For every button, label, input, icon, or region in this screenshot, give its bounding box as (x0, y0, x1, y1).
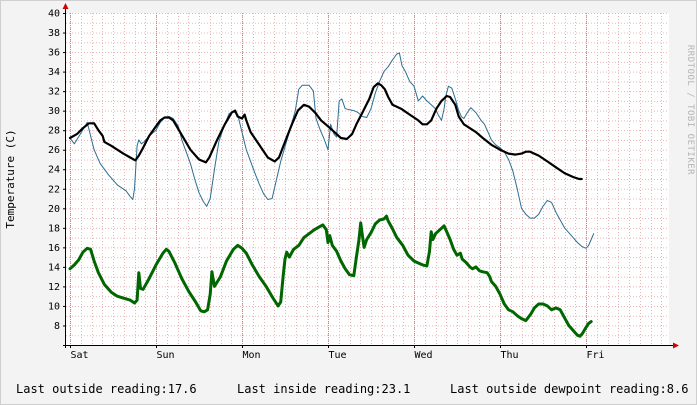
y-axis-arrow (62, 3, 69, 9)
y-tick-label: 18 (48, 223, 60, 234)
y-axis-label: Temperature (C) (4, 129, 17, 228)
y-tick-label: 26 (48, 145, 60, 156)
y-tick-label: 22 (48, 184, 60, 195)
footer-outside-reading: Last outside reading:17.6 (16, 382, 197, 396)
y-tick-label: 16 (48, 243, 60, 254)
y-tick-label: 28 (48, 126, 60, 137)
series-line-outside (69, 52, 595, 249)
y-tick-label: 12 (48, 282, 60, 293)
footer-dewpoint-reading: Last outside dewpoint reading:8.6 (450, 382, 689, 396)
y-tick-label: 14 (48, 262, 60, 273)
footer-inside-reading: Last inside reading:23.1 (237, 382, 411, 396)
y-tick-label: 32 (48, 87, 60, 98)
y-tick-labels: 8 10 12 14 16 18 20 22 24 26 28 30 32 34 36 38 40 (48, 9, 66, 332)
x-tick-label: Mon (243, 350, 261, 361)
y-tick-label: 30 (48, 106, 60, 117)
y-tick-label: 10 (48, 301, 60, 312)
series-line-dewpoint (68, 214, 593, 338)
y-tick-label: 40 (48, 9, 60, 20)
x-tick-label: Sun (157, 350, 175, 361)
x-tick-label: Sat (71, 350, 89, 361)
x-axis-arrow (673, 342, 679, 349)
y-tick-label: 20 (48, 204, 60, 215)
axes (62, 3, 679, 349)
y-tick-label: 24 (48, 165, 60, 176)
x-tick-labels: Sat Sun Mon Tue Wed Thu Fri (70, 345, 605, 361)
x-tick-label: Fri (587, 350, 605, 361)
x-tick-label: Tue (329, 350, 347, 361)
series-layer (68, 52, 595, 338)
y-tick-label: 8 (54, 321, 60, 332)
x-tick-label: Thu (501, 350, 519, 361)
x-tick-label: Wed (415, 350, 433, 361)
y-tick-label: 36 (48, 48, 60, 59)
y-tick-label: 38 (48, 28, 60, 39)
plot-area (66, 13, 669, 345)
y-tick-label: 34 (48, 67, 60, 78)
series-line-inside (68, 82, 583, 181)
watermark: RRDTOOL / TOBI OETIKER (685, 45, 695, 175)
